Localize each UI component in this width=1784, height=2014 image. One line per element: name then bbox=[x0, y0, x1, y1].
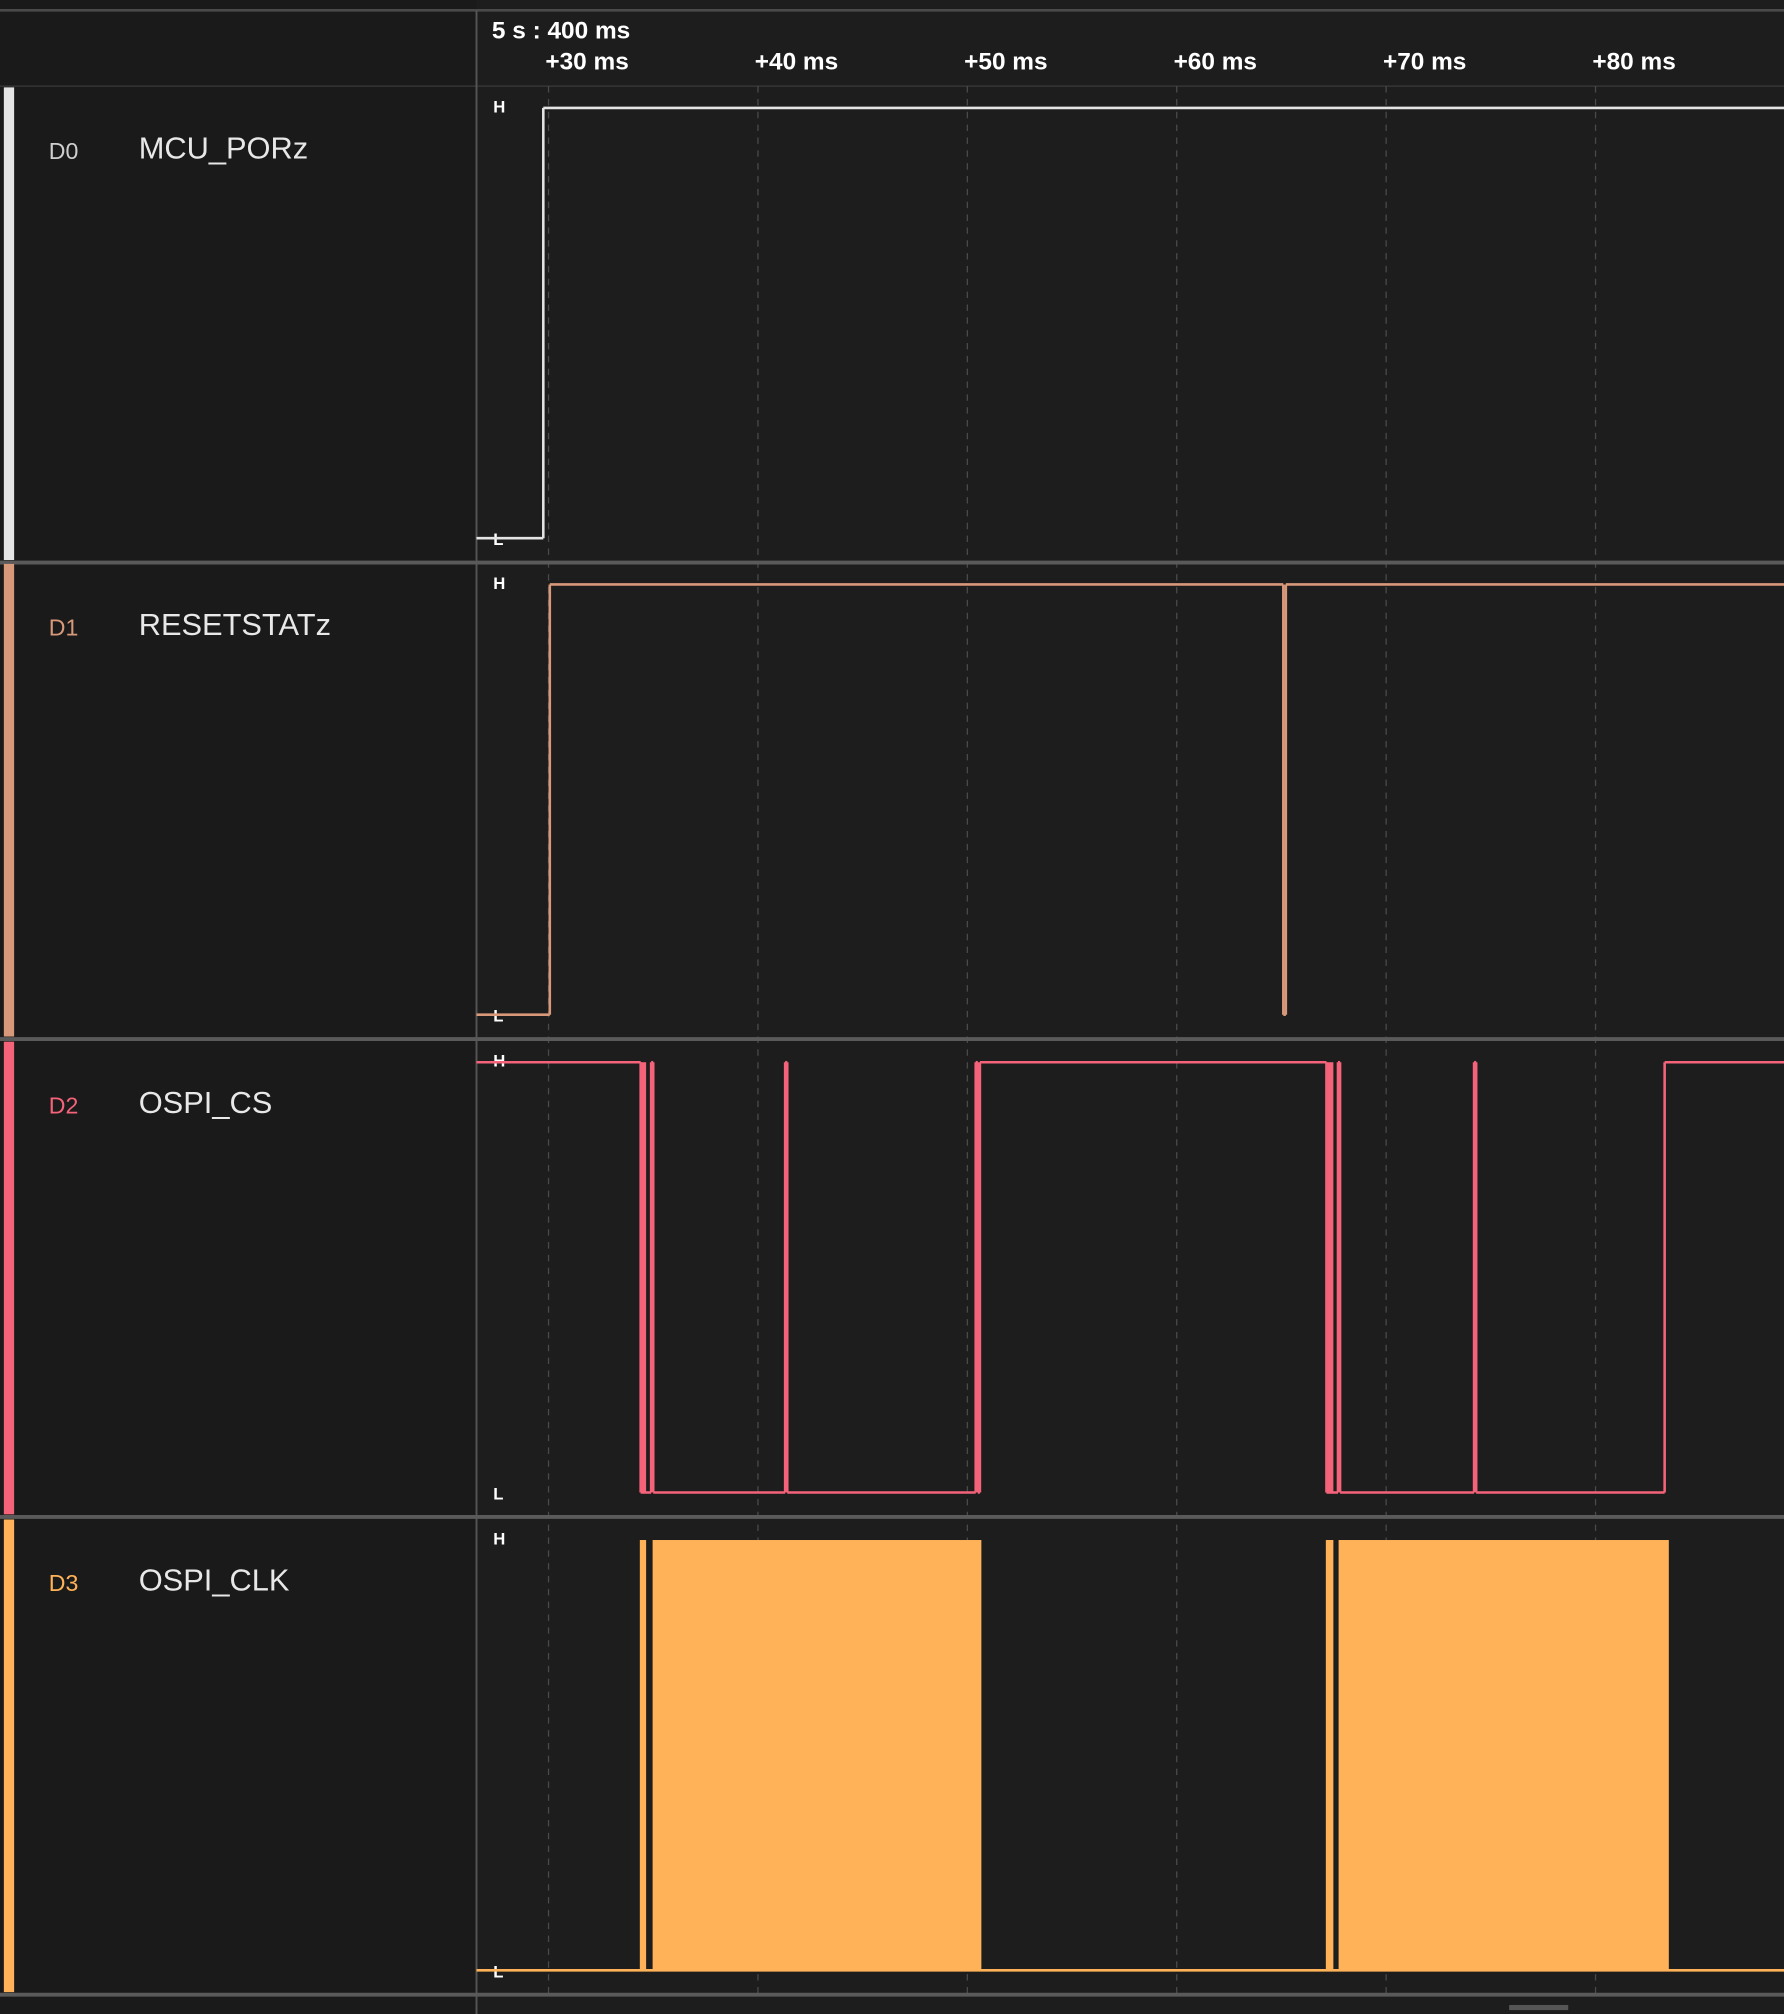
level-low: L bbox=[493, 1484, 503, 1503]
level-low: L bbox=[493, 1962, 503, 1981]
channel-code: D2 bbox=[49, 1092, 79, 1118]
time-origin: 5 s : 400 ms bbox=[492, 18, 630, 45]
channel-color-bar bbox=[3, 1519, 15, 1993]
channel-code: D1 bbox=[49, 615, 79, 641]
channel-name: RESETSTATz bbox=[139, 607, 331, 642]
signal-burst bbox=[1325, 1062, 1334, 1493]
channel-name: MCU_PORz bbox=[139, 130, 308, 165]
tick-label: +60 ms bbox=[1174, 48, 1257, 75]
scrollbar bbox=[1509, 2004, 1569, 2011]
tick-label: +50 ms bbox=[964, 48, 1047, 75]
channel-code: D3 bbox=[49, 1570, 79, 1596]
signal-burst bbox=[1338, 1540, 1669, 1971]
level-high: H bbox=[493, 1529, 505, 1548]
label-panel bbox=[0, 0, 477, 2014]
level-low: L bbox=[493, 1007, 503, 1026]
signal-burst bbox=[639, 1540, 647, 1971]
channel-code: D0 bbox=[49, 138, 79, 164]
signal-burst bbox=[652, 1540, 982, 1971]
signal-burst bbox=[639, 1062, 647, 1493]
tick-label: +40 ms bbox=[755, 48, 838, 75]
channel-color-bar bbox=[3, 1041, 15, 1515]
channel-name: OSPI_CS bbox=[139, 1085, 273, 1120]
signal-burst bbox=[1325, 1540, 1334, 1971]
level-low: L bbox=[493, 530, 503, 549]
level-high: H bbox=[493, 97, 505, 116]
tick-label: +70 ms bbox=[1383, 48, 1466, 75]
channel-name: OSPI_CLK bbox=[139, 1563, 290, 1598]
level-high: H bbox=[493, 574, 505, 593]
channel-color-bar bbox=[3, 87, 15, 561]
channel-color-bar bbox=[3, 563, 15, 1037]
tick-label: +80 ms bbox=[1592, 48, 1675, 75]
tick-label: +30 ms bbox=[545, 48, 628, 75]
